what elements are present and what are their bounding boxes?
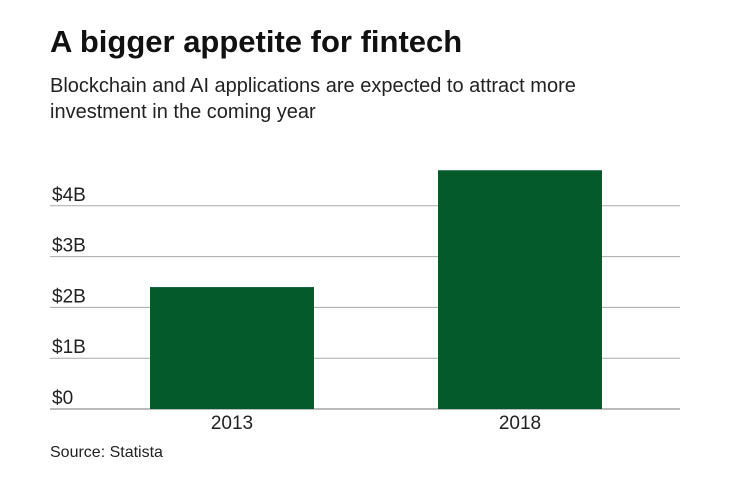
bar	[150, 287, 314, 409]
y-tick-label: $3B	[52, 236, 86, 257]
source: Source: Statista	[50, 444, 163, 461]
x-tick-label: 2013	[211, 413, 253, 434]
y-tick-label: $1B	[52, 337, 86, 358]
bar	[438, 170, 602, 409]
y-tick-label: $4B	[52, 185, 86, 206]
chart-subtitle: Blockchain and AI applications are expec…	[50, 75, 576, 97]
chart-title: A bigger appetite for fintech	[50, 24, 462, 59]
y-tick-label: $0	[52, 388, 73, 409]
y-tick-label: $2B	[52, 286, 86, 307]
chart-subtitle: investment in the coming year	[50, 101, 316, 123]
x-tick-label: 2018	[499, 413, 541, 434]
